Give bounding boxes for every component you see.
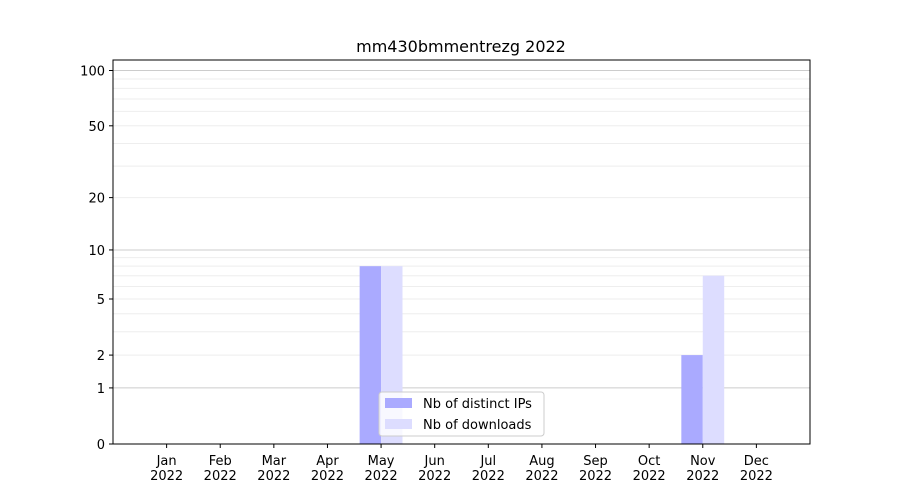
y-tick-label: 1 <box>97 382 105 397</box>
x-tick-label: Nov 2022 <box>686 454 719 484</box>
x-tick-label: Feb 2022 <box>204 454 237 484</box>
legend-box <box>378 391 545 437</box>
x-tick-label: Apr 2022 <box>311 454 344 484</box>
x-tick-label: Jun 2022 <box>418 454 451 484</box>
x-tick-label: Jan 2022 <box>150 454 183 484</box>
bar <box>702 275 725 444</box>
legend-swatch <box>385 419 412 429</box>
plot-frame <box>112 59 811 445</box>
y-tick-label: 10 <box>88 244 105 259</box>
x-tick-label: Mar 2022 <box>257 454 290 484</box>
x-tick-label: Aug 2022 <box>525 454 558 484</box>
y-tick-label: 0 <box>97 438 105 453</box>
y-tick-label: 100 <box>80 65 105 80</box>
x-tick-label: Oct 2022 <box>633 454 666 484</box>
legend-label: Nb of downloads <box>423 418 532 433</box>
x-tick-label: Jul 2022 <box>472 454 505 484</box>
chart-title: mm430bmmentrezg 2022 <box>356 37 566 56</box>
x-tick-label: May 2022 <box>365 454 398 484</box>
y-tick-label: 20 <box>88 192 105 207</box>
y-tick-label: 5 <box>97 293 105 308</box>
legend-swatch <box>385 398 412 408</box>
legend-label: Nb of distinct IPs <box>423 397 532 412</box>
x-tick-label: Sep 2022 <box>579 454 612 484</box>
bar <box>681 355 703 444</box>
bar <box>359 266 382 444</box>
x-tick-label: Dec 2022 <box>740 454 773 484</box>
y-tick-label: 50 <box>88 120 105 135</box>
y-tick-label: 2 <box>97 349 105 364</box>
